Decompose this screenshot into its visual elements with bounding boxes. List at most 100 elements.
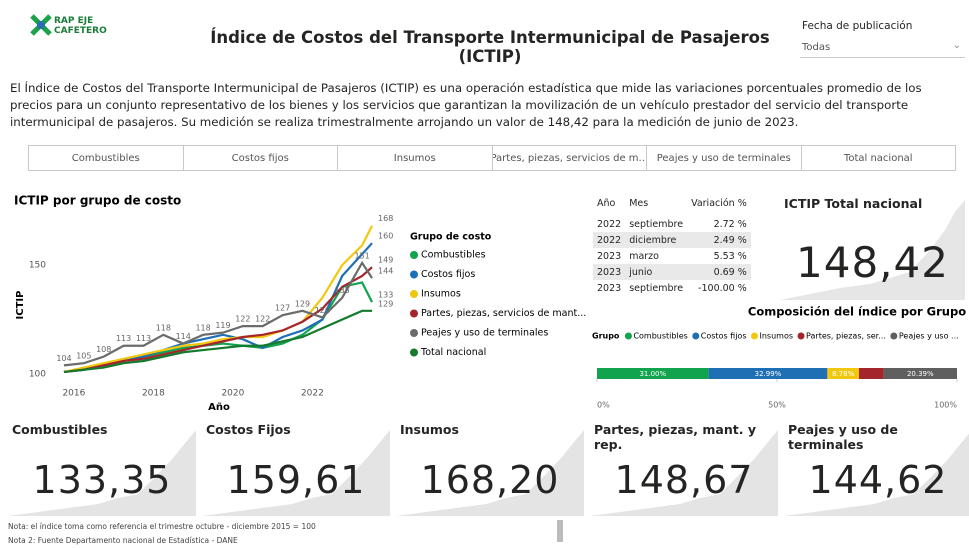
composition-chart: Composición del índice por Grupo Grupo Com… (592, 305, 966, 410)
bar-segment (708, 368, 828, 379)
table-cell: 2.72 % (713, 218, 747, 230)
note-2: Nota 2: Fuente Departamento nacional de … (8, 536, 238, 545)
series-line (63, 309, 373, 374)
kpi-card: Peajes y uso de terminales 144,62 (784, 418, 969, 516)
data-label: 118 (195, 323, 210, 332)
legend-label: Partes, piezas, servicios de mant... (421, 308, 586, 319)
data-label: 118 (156, 323, 171, 332)
legend-label: Partes, piezas, ser... (806, 332, 886, 341)
legend-label: Combustibles (633, 332, 687, 341)
legend-marker (410, 348, 418, 357)
x-axis-label: Año (208, 402, 230, 413)
y-tick-label: 150 (29, 261, 46, 271)
legend-marker (692, 332, 700, 340)
data-label: 133 (378, 291, 393, 300)
series-line (63, 225, 374, 373)
table-header: Variación % (691, 197, 747, 209)
kpi-title: Combustibles (12, 422, 108, 437)
data-label: 104 (56, 354, 71, 363)
data-label: 119 (215, 321, 230, 330)
legend-marker (624, 332, 632, 340)
kpi-value: 148,67 (614, 458, 754, 502)
data-label: 129 (295, 299, 310, 308)
table-cell: 2023 (597, 282, 622, 294)
legend-title: Grupo (592, 332, 620, 341)
legend-label: Peajes y uso ... (899, 332, 959, 341)
data-label: 108 (96, 345, 111, 354)
chart-title: Composición del índice por Grupo (748, 305, 966, 319)
legend-marker (890, 332, 898, 340)
total-card-title: ICTIP Total nacional (784, 196, 923, 211)
kpi-title: Peajes y uso de terminales (788, 422, 898, 452)
legend-label: Costos fijos (701, 332, 747, 341)
table-cell: septiembre (629, 218, 684, 230)
filter-button[interactable]: Combustibles (28, 145, 184, 171)
legend-marker (410, 270, 418, 279)
y-axis-label: ICTIP (15, 291, 26, 320)
table-header: Mes (629, 197, 649, 209)
x-tick-label: 50% (768, 401, 786, 410)
data-label: 160 (378, 232, 393, 241)
filter-dropdown[interactable]: Todas ⌄ (800, 38, 965, 58)
filter-button[interactable]: Peajes y uso de terminales (646, 145, 802, 171)
data-label: 122 (255, 315, 270, 324)
table-row: 2022 septiembre 2.72 % (593, 216, 751, 232)
data-label: 127 (275, 304, 290, 313)
filter-button[interactable]: Costos fijos (182, 145, 338, 171)
legend-marker (751, 332, 758, 340)
table-cell: -100.00 % (698, 282, 747, 294)
data-label: 149 (378, 256, 393, 265)
filter-button[interactable]: Partes, piezas, servicios de m... (491, 145, 647, 171)
y-tick-label: 100 (29, 370, 46, 380)
table-cell: diciembre (629, 234, 677, 246)
bar-segment (597, 368, 709, 379)
table-cell: 5.53 % (713, 250, 747, 262)
table-cell: 2022 (597, 218, 622, 230)
table-cell: 0.69 % (713, 266, 747, 278)
total-card-value: 148,42 (796, 238, 949, 287)
data-label: 20.39% (907, 370, 934, 378)
kpi-value: 168,20 (420, 458, 560, 502)
kpi-card: Partes, piezas, mant. y rep. 148,67 (590, 418, 778, 516)
legend-label: Peajes y uso de terminales (421, 328, 548, 339)
chart-title: ICTIP por grupo de costo (14, 194, 181, 208)
legend-label: Costos fijos (421, 269, 475, 280)
x-tick-label: 2016 (62, 389, 85, 399)
data-label: 113 (116, 334, 131, 343)
note-1: Nota: el índice toma como referencia el … (8, 522, 316, 531)
logo: RAP EJE CAFETERO (30, 10, 110, 44)
x-tick-label: 0% (597, 401, 610, 410)
logo-icon (30, 14, 52, 36)
data-label: 168 (378, 214, 393, 223)
sparkline (784, 433, 969, 516)
table-cell: junio (629, 266, 653, 278)
legend-marker (410, 329, 418, 337)
variation-table: Año Mes Variación % 2022 septiembre 2.72 % 202… (593, 195, 751, 296)
table-row: 2023 septiembre -100.00 % (593, 280, 751, 296)
data-label: 32.99% (755, 370, 782, 378)
legend-marker (410, 290, 418, 298)
table-cell: 2023 (597, 250, 622, 262)
data-label: 151 (354, 251, 369, 260)
data-label: 144 (378, 267, 393, 276)
data-label: 114 (176, 332, 191, 341)
data-label: 135 (335, 286, 350, 295)
filter-value[interactable]: Todas (802, 42, 831, 53)
dropdown-arrow[interactable]: ⌄ (952, 40, 961, 51)
kpi-value: 144,62 (808, 458, 948, 502)
sparkline (396, 430, 584, 516)
table-cell: septiembre (629, 282, 684, 294)
filter-button[interactable]: Insumos (337, 145, 493, 171)
x-tick-label: 100% (934, 401, 957, 410)
table-cell: 2022 (597, 234, 622, 246)
legend-label: Combustibles (421, 250, 486, 261)
page-title: Índice de Costos del Transporte Intermun… (210, 28, 770, 66)
data-label: 126 (315, 306, 330, 315)
logo-text: RAP EJE CAFETERO (54, 16, 107, 36)
kpi-value: 159,61 (226, 458, 366, 502)
filter-button[interactable]: Total nacional (800, 145, 956, 171)
legend-title: Grupo de costo (410, 232, 492, 243)
sparkline (8, 430, 196, 516)
filter-label: Fecha de publicación (802, 20, 913, 32)
